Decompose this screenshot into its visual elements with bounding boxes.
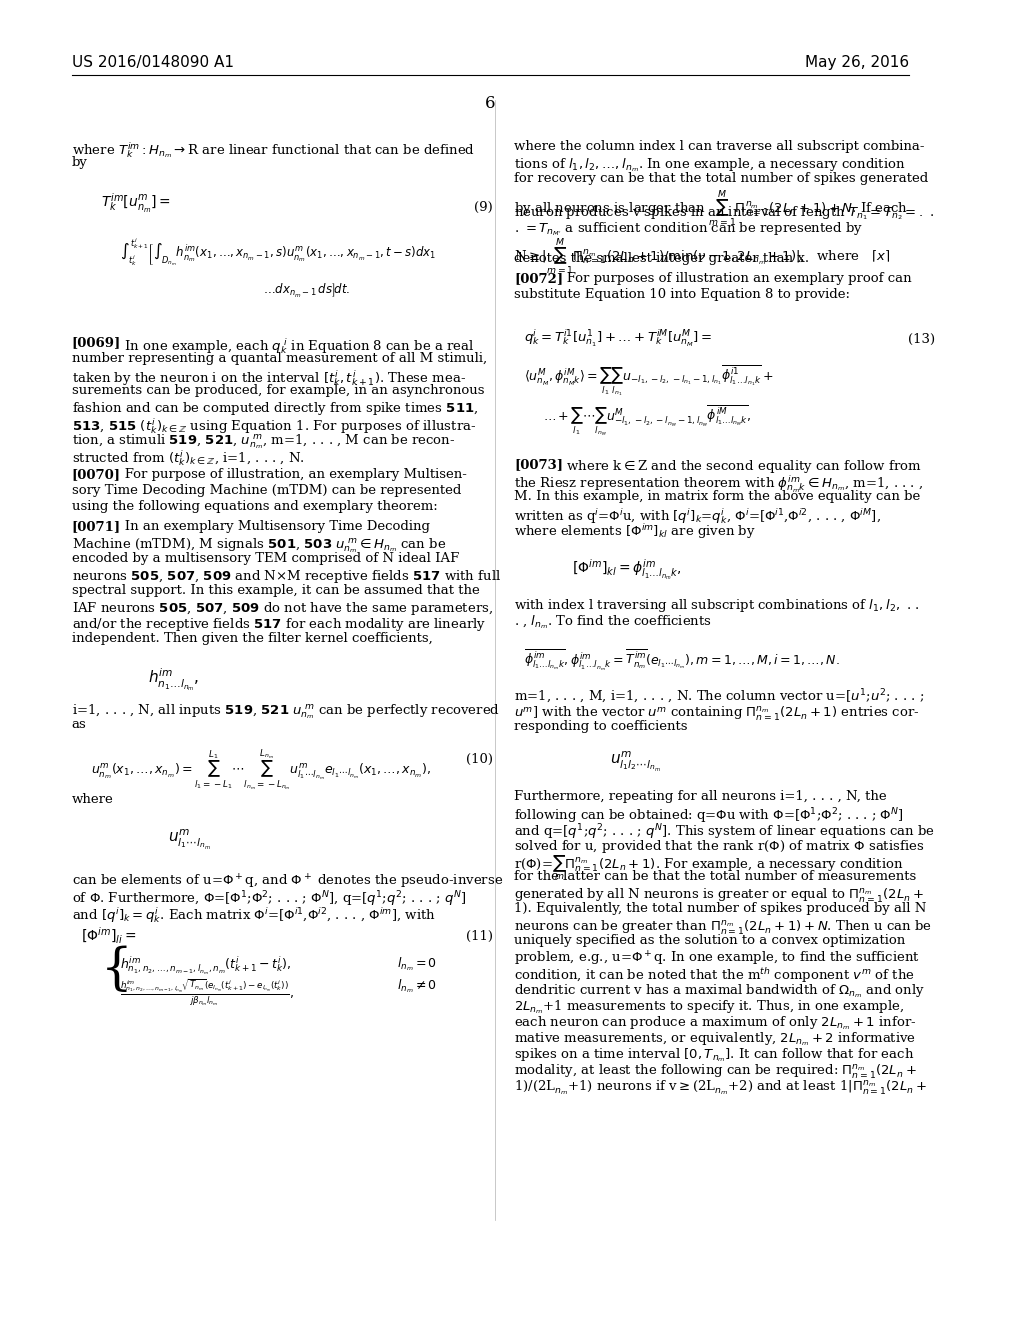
Text: For purpose of illustration, an exemplary Multisen-: For purpose of illustration, an exemplar… bbox=[112, 469, 467, 480]
Text: [0072]: [0072] bbox=[514, 272, 563, 285]
Text: tion, a stimuli $\mathbf{519}$, $\mathbf{521}$, $u_{n_m}^{\ m}$, m=1, . . . , M : tion, a stimuli $\mathbf{519}$, $\mathbf… bbox=[72, 432, 456, 451]
Text: independent. Then given the filter kernel coefficients,: independent. Then given the filter kerne… bbox=[72, 632, 432, 645]
Text: $[\Phi^{im}]_{li} = $: $[\Phi^{im}]_{li} = $ bbox=[81, 925, 136, 945]
Text: (10): (10) bbox=[466, 752, 494, 766]
Text: (11): (11) bbox=[466, 931, 494, 942]
Text: . , $l_{n_m}$. To find the coefficients: . , $l_{n_m}$. To find the coefficients bbox=[514, 612, 712, 631]
Text: uniquely specified as the solution to a convex optimization: uniquely specified as the solution to a … bbox=[514, 935, 905, 946]
Text: using the following equations and exemplary theorem:: using the following equations and exempl… bbox=[72, 500, 437, 513]
Text: neuron produces v spikes in an interval of length $T_{n_1}=T_{n_2}=.$ .: neuron produces v spikes in an interval … bbox=[514, 205, 934, 222]
Text: mative measurements, or equivalently, $2L_{n_m}+2$ informative: mative measurements, or equivalently, $2… bbox=[514, 1030, 916, 1048]
Text: where elements $[\Phi^{im}]_{kl}$ are given by: where elements $[\Phi^{im}]_{kl}$ are gi… bbox=[514, 521, 756, 541]
Text: 1)/(2L$_{n_m}$+1) neurons if v$\geq$(2L$_{n_m}$+2) and at least 1$|\Pi_{n=1}^{n_: 1)/(2L$_{n_m}$+1) neurons if v$\geq$(2L$… bbox=[514, 1078, 928, 1097]
Text: number representing a quantal measurement of all M stimuli,: number representing a quantal measuremen… bbox=[72, 352, 487, 366]
Text: encoded by a multisensory TEM comprised of N ideal IAF: encoded by a multisensory TEM comprised … bbox=[72, 552, 459, 565]
Text: denotes the smallest integer greater than x.: denotes the smallest integer greater tha… bbox=[514, 252, 809, 265]
Text: US 2016/0148090 A1: US 2016/0148090 A1 bbox=[72, 55, 233, 70]
Text: following can be obtained: q=$\Phi$u with $\Phi$=[$\Phi^1$;$\Phi^2$; . . . ; $\P: following can be obtained: q=$\Phi$u wit… bbox=[514, 807, 904, 825]
Text: and/or the receptive fields $\mathbf{517}$ for each modality are linearly: and/or the receptive fields $\mathbf{517… bbox=[72, 616, 486, 634]
Text: solved for u, provided that the rank r($\Phi$) of matrix $\Phi$ satisfies: solved for u, provided that the rank r($… bbox=[514, 838, 925, 855]
Text: {: { bbox=[100, 945, 132, 995]
Text: [0070]: [0070] bbox=[72, 469, 121, 480]
Text: N$\geq|\sum_{m=1}^{M}\Pi_{n=1}^{n_m}(2L_n+1)/\min(\nu-1,2L_{n_m}+1)|$,   where  : N$\geq|\sum_{m=1}^{M}\Pi_{n=1}^{n_m}(2L_… bbox=[514, 236, 891, 276]
Text: responding to coefficients: responding to coefficients bbox=[514, 719, 688, 733]
Text: $\langle u_{n_M}^M, \phi_{n_Mk}^{iM}\rangle = \sum_{l_1}\sum_{l_{n_1}} u_{-l_1,-: $\langle u_{n_M}^M, \phi_{n_Mk}^{iM}\ran… bbox=[524, 363, 773, 399]
Text: dendritic current v has a maximal bandwidth of $\Omega_{n_m}$ and only: dendritic current v has a maximal bandwi… bbox=[514, 982, 926, 999]
Text: problem, e.g., u=$\Phi^+$q. In one example, to find the sufficient: problem, e.g., u=$\Phi^+$q. In one examp… bbox=[514, 950, 921, 969]
Text: fashion and can be computed directly from spike times $\mathbf{511}$,: fashion and can be computed directly fro… bbox=[72, 400, 478, 417]
Text: $[\Phi^{im}]_{kl} = \phi_{l_1\ldots l_{n_m}k}^{im},$: $[\Phi^{im}]_{kl} = \phi_{l_1\ldots l_{n… bbox=[571, 557, 681, 582]
Text: sory Time Decoding Machine (mTDM) can be represented: sory Time Decoding Machine (mTDM) can be… bbox=[72, 484, 461, 498]
Text: generated by all N neurons is greater or equal to $\Pi_{n=1}^{n_m}(2L_n+$: generated by all N neurons is greater or… bbox=[514, 886, 924, 904]
Text: and q=[$q^1$;$q^2$; . . . ; $q^N$]. This system of linear equations can be: and q=[$q^1$;$q^2$; . . . ; $q^N$]. This… bbox=[514, 822, 935, 842]
Text: spikes on a time interval $[0,T_{n_m}]$. It can follow that for each: spikes on a time interval $[0,T_{n_m}]$.… bbox=[514, 1045, 914, 1064]
Text: tions of $l_1, l_2,\ldots, l_{n_m}$. In one example, a necessary condition: tions of $l_1, l_2,\ldots, l_{n_m}$. In … bbox=[514, 156, 906, 173]
Text: . $=T_{n_{M'}}$ a sufficient condition can be represented by: . $=T_{n_{M'}}$ a sufficient condition c… bbox=[514, 220, 863, 238]
Text: $u_{n_m}^m(x_1,\ldots,x_{n_m}) = \sum_{l_1=-L_1}^{L_1}\cdots\sum_{l_{n_m}=-L_{n_: $u_{n_m}^m(x_1,\ldots,x_{n_m}) = \sum_{l… bbox=[91, 748, 431, 793]
Text: m=1, . . . , M, i=1, . . . , N. The column vector u=[$u^1$;$u^2$; . . . ;: m=1, . . . , M, i=1, . . . , N. The colu… bbox=[514, 688, 925, 706]
Text: the Riesz representation theorem with $\phi_{n_m k}^{im}\in H_{n_m}$, m=1, . . .: the Riesz representation theorem with $\… bbox=[514, 474, 924, 495]
Text: [0071]: [0071] bbox=[72, 520, 121, 533]
Text: $T_k^{im}[u_{n_m}^m] = $: $T_k^{im}[u_{n_m}^m] = $ bbox=[100, 191, 170, 215]
Text: spectral support. In this example, it can be assumed that the: spectral support. In this example, it ca… bbox=[72, 583, 479, 597]
Text: $l_{n_m}\neq 0$: $l_{n_m}\neq 0$ bbox=[397, 977, 437, 994]
Text: modality, at least the following can be required: $\Pi_{n=1}^{n_m}(2L_n+$: modality, at least the following can be … bbox=[514, 1063, 918, 1081]
Text: by all neurons is larger than $\sum_{m=1}^{M}\Pi_{n=1}^{n_m}(2L_n+1)+N$. If each: by all neurons is larger than $\sum_{m=1… bbox=[514, 187, 908, 228]
Text: by: by bbox=[72, 156, 88, 169]
Text: $\overline{\phi_{l_1\ldots l_{n_m}k}^{im}}, \phi_{l_1\ldots l_{n_m}k}^{im} = \ov: $\overline{\phi_{l_1\ldots l_{n_m}k}^{im… bbox=[524, 648, 840, 673]
Text: for recovery can be that the total number of spikes generated: for recovery can be that the total numbe… bbox=[514, 172, 929, 185]
Text: where k$\in$Z and the second equality can follow from: where k$\in$Z and the second equality ca… bbox=[554, 458, 923, 475]
Text: May 26, 2016: May 26, 2016 bbox=[805, 55, 908, 70]
Text: 1). Equivalently, the total number of spikes produced by all N: 1). Equivalently, the total number of sp… bbox=[514, 902, 927, 915]
Text: for the latter can be that the total number of measurements: for the latter can be that the total num… bbox=[514, 870, 916, 883]
Text: $h_{n_1\ldots l_{n_m}}^{im},$: $h_{n_1\ldots l_{n_m}}^{im},$ bbox=[148, 667, 200, 693]
Text: M. In this example, in matrix form the above equality can be: M. In this example, in matrix form the a… bbox=[514, 490, 921, 503]
Text: $u^m$] with the vector $u^m$ containing $\Pi_{n=1}^{n_m}(2L_n+1)$ entries cor-: $u^m$] with the vector $u^m$ containing … bbox=[514, 704, 920, 722]
Text: of $\Phi$. Furthermore, $\Phi$=[$\Phi^1$;$\Phi^2$; . . . ; $\Phi^N$], q=[$q^1$;$: of $\Phi$. Furthermore, $\Phi$=[$\Phi^1$… bbox=[72, 888, 466, 908]
Text: $u_{l_1 l_2\cdots l_{n_m}}^m$: $u_{l_1 l_2\cdots l_{n_m}}^m$ bbox=[610, 750, 660, 775]
Text: condition, it can be noted that the m$^{th}$ component $v^m$ of the: condition, it can be noted that the m$^{… bbox=[514, 966, 915, 985]
Text: neurons $\mathbf{505}$, $\mathbf{507}$, $\mathbf{509}$ and N×M receptive fields : neurons $\mathbf{505}$, $\mathbf{507}$, … bbox=[72, 568, 501, 585]
Text: For purposes of illustration an exemplary proof can: For purposes of illustration an exemplar… bbox=[554, 272, 912, 285]
Text: can be elements of u=$\Phi^+$q, and $\Phi^+$ denotes the pseudo-inverse: can be elements of u=$\Phi^+$q, and $\Ph… bbox=[72, 873, 503, 891]
Text: structed from $(t_k^i)_{k\in\mathbb{Z}}$, i=1, . . . , N.: structed from $(t_k^i)_{k\in\mathbb{Z}}$… bbox=[72, 447, 305, 467]
Text: [0073]: [0073] bbox=[514, 458, 563, 471]
Text: where the column index l can traverse all subscript combina-: where the column index l can traverse al… bbox=[514, 140, 925, 153]
Text: r($\Phi$)=$\sum_m\Pi_{n=1}^{n_m}(2L_n+1)$. For example, a necessary condition: r($\Phi$)=$\sum_m\Pi_{n=1}^{n_m}(2L_n+1)… bbox=[514, 854, 904, 882]
Text: Furthermore, repeating for all neurons i=1, . . . , N, the: Furthermore, repeating for all neurons i… bbox=[514, 789, 887, 803]
Text: [0069]: [0069] bbox=[72, 337, 121, 348]
Text: $h_{n_1,n_2,\ldots,n_{m-1},l_{n_m},n_m}^{im}(t_{k+1}^i - t_k^i),$: $h_{n_1,n_2,\ldots,n_{m-1},l_{n_m},n_m}^… bbox=[120, 954, 291, 977]
Text: substitute Equation 10 into Equation 8 to provide:: substitute Equation 10 into Equation 8 t… bbox=[514, 288, 850, 301]
Text: i=1, . . . , N, all inputs $\mathbf{519}$, $\mathbf{521}$ $u_{n_m}^{\ m}$ can be: i=1, . . . , N, all inputs $\mathbf{519}… bbox=[72, 702, 500, 721]
Text: $\int_{t_k^i}^{t_{k+1}^i}\left[\int_{D_{n_m}} h_{n_m}^{im}(x_1,\ldots,x_{n_m-1},: $\int_{t_k^i}^{t_{k+1}^i}\left[\int_{D_{… bbox=[120, 236, 436, 268]
Text: $\left.\ldots dx_{n_m-1}\,ds\right]\!dt.$: $\left.\ldots dx_{n_m-1}\,ds\right]\!dt.… bbox=[263, 281, 350, 300]
Text: Machine (mTDM), M signals $\mathbf{501}$, $\mathbf{503}$ $u_{n_m}^{\ m}\in H_{n_: Machine (mTDM), M signals $\mathbf{501}$… bbox=[72, 536, 446, 554]
Text: $u_{l_1\cdots l_{n_m}}^m$: $u_{l_1\cdots l_{n_m}}^m$ bbox=[168, 828, 210, 853]
Text: with index l traversing all subscript combinations of $l_1, l_2,$ . .: with index l traversing all subscript co… bbox=[514, 597, 921, 614]
Text: written as q$^i$=$\Phi^i$u, with $[q^i]_k$=$q_k^i$, $\Phi^i$=[$\Phi^{i1}$,$\Phi^: written as q$^i$=$\Phi^i$u, with $[q^i]_… bbox=[514, 506, 881, 525]
Text: (9): (9) bbox=[474, 201, 494, 214]
Text: $2L_{n_m}$+1 measurements to specify it. Thus, in one example,: $2L_{n_m}$+1 measurements to specify it.… bbox=[514, 998, 904, 1015]
Text: each neuron can produce a maximum of only $2L_{n_m}+1$ infor-: each neuron can produce a maximum of onl… bbox=[514, 1014, 916, 1031]
Text: and $[q^i]_k=q_k^i$. Each matrix $\Phi^i$=[$\Phi^{i1}$,$\Phi^{i2}$, . . . , $\Ph: and $[q^i]_k=q_k^i$. Each matrix $\Phi^i… bbox=[72, 906, 435, 924]
Text: $q_k^i = T_k^{i1}[u_{n_1}^1] + \ldots + T_k^{iM}[u_{n_M}^M] = $: $q_k^i = T_k^{i1}[u_{n_1}^1] + \ldots + … bbox=[524, 327, 712, 348]
Text: In one example, each $q_k^{\ i}$ in Equation 8 can be a real: In one example, each $q_k^{\ i}$ in Equa… bbox=[112, 337, 474, 355]
Text: $l_{n_m} = 0$: $l_{n_m} = 0$ bbox=[397, 954, 437, 973]
Text: IAF neurons $\mathbf{505}$, $\mathbf{507}$, $\mathbf{509}$ do not have the same : IAF neurons $\mathbf{505}$, $\mathbf{507… bbox=[72, 601, 493, 616]
Text: where $T_k^{im}:H_{n_m}\rightarrow$R are linear functional that can be defined: where $T_k^{im}:H_{n_m}\rightarrow$R are… bbox=[72, 140, 475, 160]
Text: 6: 6 bbox=[485, 95, 496, 112]
Text: In an exemplary Multisensory Time Decoding: In an exemplary Multisensory Time Decodi… bbox=[112, 520, 430, 533]
Text: neurons can be greater than $\Pi_{n=1}^{n_m}(2L_n+1)+N$. Then u can be: neurons can be greater than $\Pi_{n=1}^{… bbox=[514, 917, 932, 936]
Text: where: where bbox=[72, 793, 114, 807]
Text: taken by the neuron i on the interval $[t_k^i, t_{k+1}^i)$. These mea-: taken by the neuron i on the interval $[… bbox=[72, 368, 466, 388]
Text: $\ldots + \sum_{l_1}\cdots\sum_{l_{n_M}} u_{-l_1,-l_2,-l_{n_M}-1,l_{n_M}}^M \ove: $\ldots + \sum_{l_1}\cdots\sum_{l_{n_M}}… bbox=[543, 403, 751, 438]
Text: surements can be produced, for example, in an asynchronous: surements can be produced, for example, … bbox=[72, 384, 484, 397]
Text: as: as bbox=[72, 718, 87, 731]
Text: $\mathbf{513}$, $\mathbf{515}$ $(t_k^i)_{k\in\mathbb{Z}}$ using Equation 1. For : $\mathbf{513}$, $\mathbf{515}$ $(t_k^i)_… bbox=[72, 416, 476, 436]
Text: (13): (13) bbox=[908, 333, 936, 346]
Text: $\frac{h_{n_1,n_2,\ldots,n_{m-1},l_{n_m}}^{im}\sqrt{T_{n_m}}(e_{l_{n_m}}(t_{k+1}: $\frac{h_{n_1,n_2,\ldots,n_{m-1},l_{n_m}… bbox=[120, 977, 294, 1008]
